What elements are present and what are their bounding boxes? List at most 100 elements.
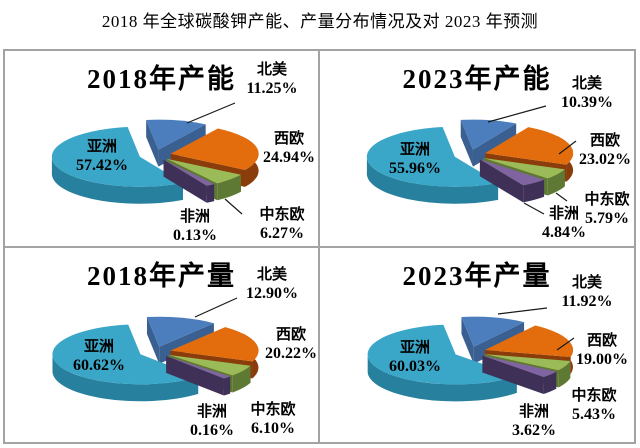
label-leader-line: [555, 192, 568, 202]
region-pct: 11.25%: [246, 80, 298, 97]
region-pct: 24.94%: [263, 149, 315, 166]
label-leader-line: [186, 102, 236, 124]
pie-slice-north-america-wall: [146, 119, 159, 167]
pie-slice-north-america-wall: [146, 317, 160, 364]
region-pct: 12.90%: [246, 285, 298, 302]
pie-slice-africa-wall: [163, 159, 207, 203]
label-central-eastern-europe: 中东欧 6.27%: [244, 206, 318, 243]
region-name: 亚洲: [83, 339, 114, 355]
region-pct: 23.02%: [579, 151, 631, 168]
label-north-america: 北美 10.39%: [549, 75, 625, 112]
region-pct: 5.79%: [585, 210, 629, 227]
pie-slice-africa-rim: [206, 184, 215, 203]
label-central-eastern-europe: 中东欧 5.43%: [556, 387, 632, 424]
region-name: 西欧: [586, 333, 617, 349]
label-leader-line: [497, 307, 548, 315]
label-leader-line: [556, 337, 575, 351]
pie-slice-north-america-wall: [461, 316, 474, 364]
pie-slice-africa-wall: [479, 159, 524, 203]
region-pct: 55.96%: [389, 160, 441, 177]
region-name: 西欧: [275, 327, 306, 343]
pie-slice-asia-rim: [51, 155, 184, 204]
pie-slice-western-europe: [484, 325, 573, 357]
pie-slice-africa: [482, 355, 557, 378]
pie-slice-africa-rim: [223, 376, 231, 396]
label-leader-line: [558, 140, 577, 155]
label-africa: 非洲 0.16%: [174, 403, 250, 440]
pie-slice-africa-rim: [523, 179, 545, 203]
region-name: 中东欧: [259, 207, 305, 223]
page-title: 2018 年全球碳酸钾产能、产量分布情况及对 2023 年预测: [101, 12, 539, 31]
region-pct: 60.62%: [73, 357, 125, 374]
pie-slice-africa-wall: [482, 355, 544, 395]
region-pct: 0.16%: [190, 422, 234, 439]
pie-slice-asia: [51, 127, 184, 187]
region-name: 西欧: [589, 133, 620, 149]
pie-slice-north-america-wall: [158, 124, 206, 167]
label-asia: 亚洲 60.62%: [61, 338, 137, 375]
chart-title: 2023年产量: [402, 261, 552, 291]
pie-slice-western-europe: [485, 127, 574, 165]
region-name: 西欧: [273, 131, 304, 147]
pie-slice-asia-rim: [366, 155, 499, 204]
region-pct: 19.00%: [576, 351, 628, 368]
label-africa: 非洲 4.84%: [526, 205, 602, 242]
region-name: 中东欧: [571, 388, 617, 404]
region-name: 亚洲: [399, 142, 430, 158]
region-name: 非洲: [179, 209, 210, 225]
pie-slice-north-america: [460, 119, 517, 150]
pie-slice-asia: [52, 324, 199, 385]
label-central-eastern-europe: 中东欧 6.10%: [235, 401, 311, 438]
chart-grid: 2018年产能 北美 11.25% 西欧 24.94% 中东欧 6.27% 非洲…: [3, 49, 636, 444]
label-western-europe: 西欧 24.94%: [251, 130, 318, 167]
chart-panel-output-2023: 2023年产量 北美 11.92% 西欧 19.00% 中东欧 5.43% 非洲…: [320, 248, 634, 442]
region-pct: 11.92%: [561, 293, 613, 310]
chart-panel-output-2018: 2018年产量 北美 12.90% 西欧 20.22% 中东欧 6.10% 非洲…: [5, 248, 320, 442]
pie-slice-central-eastern-europe: [484, 354, 571, 371]
region-name: 非洲: [518, 404, 549, 420]
label-western-europe: 西欧 20.22%: [253, 326, 318, 363]
pie-slice-western-europe: [170, 128, 259, 170]
pie-slice-western-europe: [170, 327, 259, 362]
region-pct: 20.22%: [265, 345, 317, 362]
region-name: 亚洲: [86, 139, 117, 155]
region-pct: 10.39%: [561, 94, 613, 111]
region-name: 北美: [256, 62, 287, 78]
pie-slice-africa: [479, 159, 545, 186]
label-north-america: 北美 12.90%: [234, 266, 310, 303]
region-name: 亚洲: [399, 340, 430, 356]
chart-title: 2018年产量: [87, 261, 236, 291]
pie-slice-asia-rim: [367, 353, 517, 402]
pie-slice-central-eastern-europe-rim: [232, 365, 251, 393]
pie-output-2023: [367, 307, 575, 402]
pie-capacity-2023: [366, 105, 577, 215]
region-pct: 0.13%: [173, 227, 217, 244]
region-name: 北美: [571, 76, 602, 92]
pie-output-2018: [52, 297, 259, 402]
pie-slice-central-eastern-europe-rim: [547, 169, 565, 196]
label-north-america: 北美 11.25%: [234, 61, 310, 98]
region-pct: 5.43%: [572, 406, 616, 423]
pie-slice-asia: [366, 127, 499, 187]
pie-slice-africa-rim: [543, 371, 557, 395]
pie-slice-central-eastern-europe-rim: [217, 174, 241, 201]
pie-slice-north-america: [146, 316, 214, 347]
region-pct: 6.27%: [260, 225, 304, 242]
pie-slice-central-eastern-europe: [168, 354, 251, 376]
label-western-europe: 西欧 19.00%: [564, 332, 634, 369]
pie-slice-africa: [163, 159, 215, 186]
pie-slice-north-america-wall: [460, 119, 473, 167]
label-western-europe: 西欧 23.02%: [567, 132, 634, 169]
region-name: 非洲: [548, 206, 579, 222]
pie-slice-asia: [367, 324, 517, 385]
label-north-america: 北美 11.92%: [549, 274, 625, 311]
pie-slice-north-america: [146, 119, 206, 150]
label-asia: 亚洲 57.42%: [64, 138, 140, 175]
region-pct: 6.10%: [251, 420, 295, 437]
region-name: 中东欧: [250, 402, 296, 418]
chart-title: 2018年产能: [87, 64, 236, 94]
label-africa: 非洲 0.13%: [157, 208, 233, 245]
label-asia: 亚洲 55.96%: [377, 141, 453, 178]
chart-panel-capacity-2023: 2023年产能 北美 10.39% 西欧 23.02% 中东欧 5.79% 非洲…: [320, 51, 634, 248]
